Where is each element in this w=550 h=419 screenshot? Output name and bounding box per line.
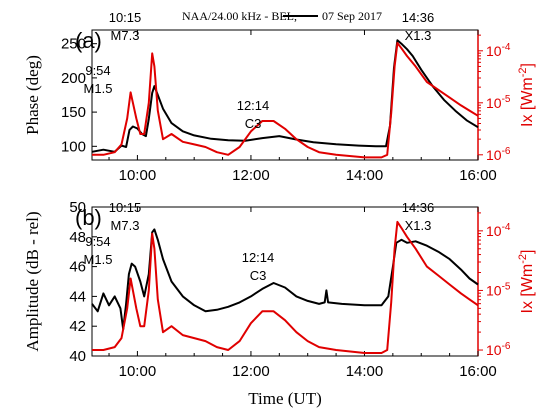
y-tick-label: 100: [61, 138, 86, 155]
right-tick-exponent: -4: [502, 42, 511, 53]
y-tick-label: 44: [69, 288, 86, 305]
right-axis-label-exponent: -2: [517, 254, 529, 264]
y-tick-label: 42: [69, 318, 86, 335]
y-tick-label: 50: [69, 199, 86, 216]
y-tick-label: 40: [69, 348, 86, 365]
x-tick-label: 10:00: [119, 167, 157, 184]
chart-title-date: 07 Sep 2017: [322, 9, 382, 23]
right-tick-mantissa: 10: [486, 147, 502, 163]
flare-class-label: M1.5: [84, 81, 113, 96]
y-tick-label: 48: [69, 229, 86, 246]
chart-title: NAA/24.00 kHz - BEL,: [182, 9, 297, 23]
right-tick-mantissa: 10: [486, 223, 502, 239]
flare-time-label: 14:36: [402, 200, 435, 215]
right-tick-mantissa: 10: [486, 342, 502, 358]
right-tick-label: 10-6: [486, 146, 511, 163]
x-tick-label: 16:00: [459, 363, 497, 380]
panel-a: 10:00 12:00 14:00 16:0010015020025010-610-5…: [23, 9, 536, 184]
right-tick-label: 10-6: [486, 341, 511, 358]
y-axis-label: Phase (deg): [23, 55, 42, 135]
x-tick-label: 14:00: [346, 363, 384, 380]
flare-time-label: 14:36: [402, 10, 435, 25]
right-tick-exponent: -6: [502, 341, 511, 352]
xray-flux-line: [92, 220, 479, 354]
right-tick-exponent: -4: [502, 222, 511, 233]
flare-class-label: C3: [250, 268, 267, 283]
y-tick-label: 150: [61, 104, 86, 121]
right-tick-label: 10-4: [486, 42, 511, 59]
flare-time-label: 10:15: [109, 10, 142, 25]
flare-time-label: 12:14: [242, 250, 275, 265]
flare-class-label: X1.3: [405, 218, 432, 233]
right-tick-exponent: -5: [502, 281, 511, 292]
right-axis-label-exponent: -2: [517, 67, 529, 77]
panel-b: 10:00 12:00 14:00 16:0040424446485010-610-5…: [23, 199, 536, 380]
x-axis-label: Time (UT): [248, 389, 322, 408]
y-axis-label: Amplitude (dB - rel): [23, 211, 42, 351]
right-axis-label-main: Ix [Wm: [519, 264, 536, 314]
right-tick-label: 10-5: [486, 94, 511, 111]
y-tick-label: 250: [61, 36, 86, 53]
x-tick-label: 10:00: [119, 363, 157, 380]
right-axis-label-main: Ix [Wm: [519, 77, 536, 127]
panel-label: (a): [75, 28, 102, 53]
flare-class-label: C3: [245, 116, 262, 131]
flare-class-label: M7.3: [111, 28, 140, 43]
right-tick-mantissa: 10: [486, 282, 502, 298]
right-tick-label: 10-5: [486, 281, 511, 298]
flare-time-label: 9:54: [85, 63, 110, 78]
right-tick-exponent: -5: [502, 94, 511, 105]
right-axis-label-close: ]: [519, 63, 536, 67]
right-axis-label-close: ]: [519, 250, 536, 254]
right-axis-label: Ix [Wm-2]: [517, 63, 536, 127]
right-tick-exponent: -6: [502, 146, 511, 157]
y-tick-label: 46: [69, 259, 86, 276]
flare-time-label: 10:15: [109, 200, 142, 215]
x-tick-label: 14:00: [346, 167, 384, 184]
right-tick-mantissa: 10: [486, 95, 502, 111]
flare-class-label: X1.3: [405, 28, 432, 43]
vlf-signal-line: [91, 228, 479, 331]
xray-flux-line: [92, 42, 479, 159]
flare-class-label: M7.3: [111, 218, 140, 233]
x-tick-label: 12:00: [232, 167, 270, 184]
panel-label: (b): [75, 205, 102, 230]
flare-class-label: M1.5: [84, 252, 113, 267]
x-tick-label: 12:00: [232, 363, 270, 380]
right-axis-label: Ix [Wm-2]: [517, 250, 536, 314]
right-tick-mantissa: 10: [486, 43, 502, 59]
right-tick-label: 10-4: [486, 222, 511, 239]
flare-time-label: 9:54: [85, 234, 110, 249]
y-tick-label: 200: [61, 70, 86, 87]
x-tick-label: 16:00: [459, 167, 497, 184]
flare-time-label: 12:14: [237, 98, 270, 113]
